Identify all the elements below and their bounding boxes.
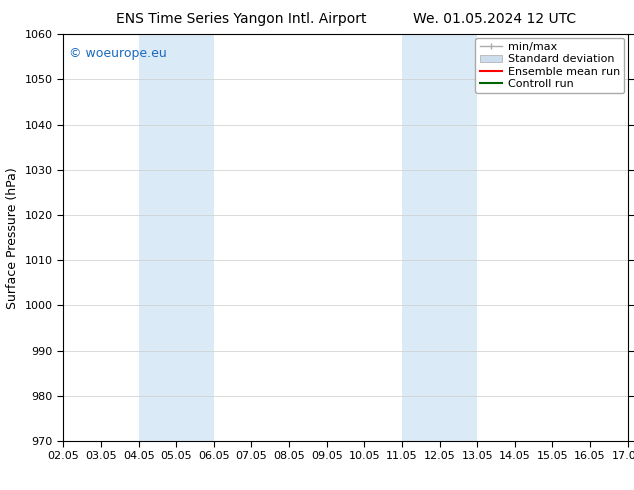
Text: We. 01.05.2024 12 UTC: We. 01.05.2024 12 UTC xyxy=(413,12,576,26)
Text: ENS Time Series Yangon Intl. Airport: ENS Time Series Yangon Intl. Airport xyxy=(115,12,366,26)
Text: © woeurope.eu: © woeurope.eu xyxy=(69,47,167,59)
Y-axis label: Surface Pressure (hPa): Surface Pressure (hPa) xyxy=(6,167,19,309)
Bar xyxy=(139,34,214,441)
Bar xyxy=(402,34,477,441)
Legend: min/max, Standard deviation, Ensemble mean run, Controll run: min/max, Standard deviation, Ensemble me… xyxy=(476,38,624,93)
